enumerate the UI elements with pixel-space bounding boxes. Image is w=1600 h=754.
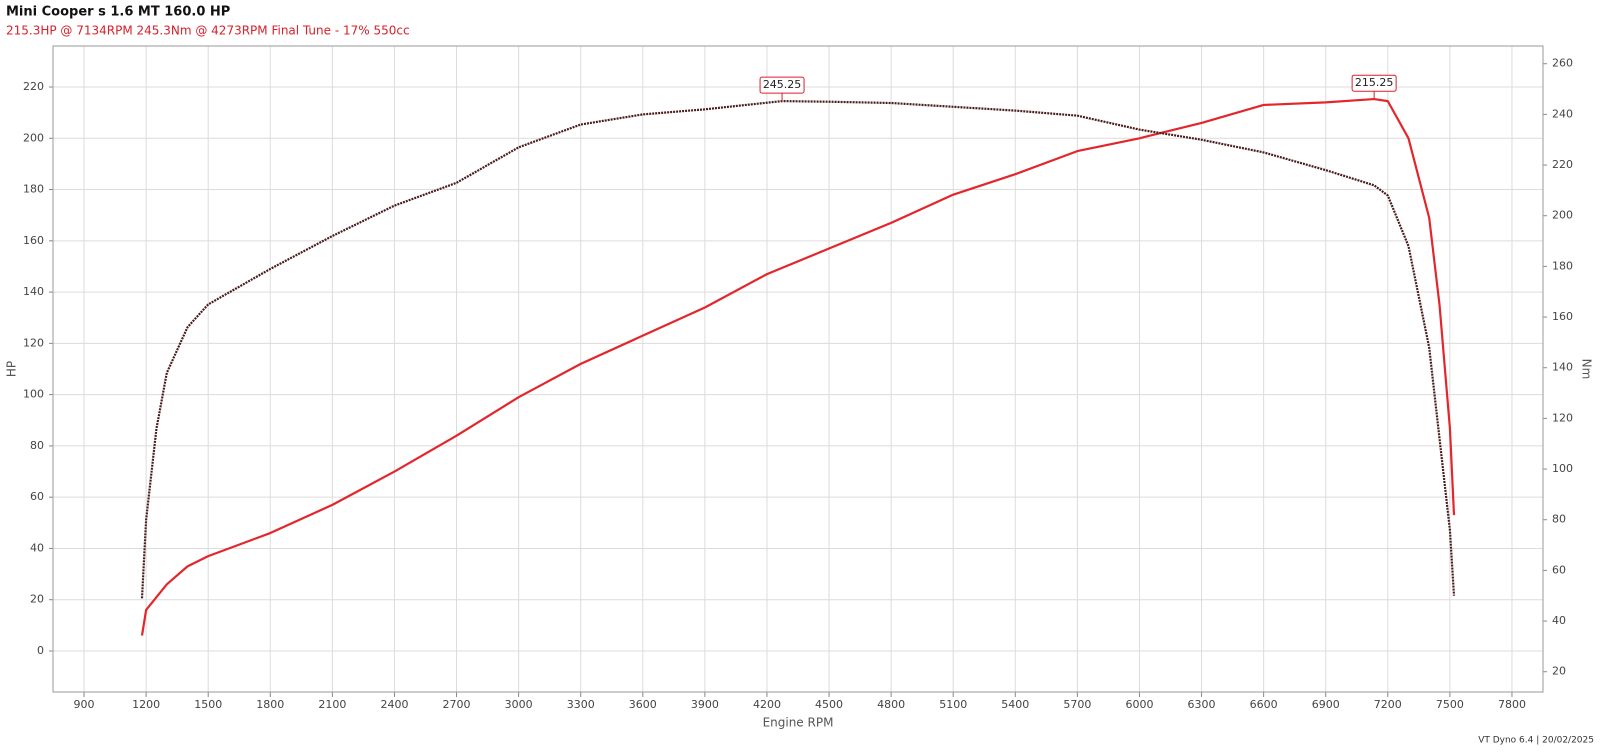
y-tick-label: 80 <box>30 439 44 452</box>
y2-axis-label: Nm <box>1580 359 1594 380</box>
annotation-label: 215.25 <box>1355 76 1394 89</box>
x-tick-label: 6300 <box>1188 698 1216 711</box>
x-tick-label: 6000 <box>1125 698 1153 711</box>
x-tick-label: 900 <box>74 698 95 711</box>
x-tick-label: 7500 <box>1436 698 1464 711</box>
x-axis-label: Engine RPM <box>763 716 834 730</box>
y-tick-label: 160 <box>23 234 44 247</box>
y-tick-label: 20 <box>30 593 44 606</box>
y2-tick-label: 180 <box>1552 259 1573 272</box>
x-tick-label: 3000 <box>505 698 533 711</box>
x-tick-label: 5100 <box>939 698 967 711</box>
y2-tick-label: 120 <box>1552 411 1573 424</box>
y2-tick-label: 200 <box>1552 209 1573 222</box>
y2-tick-label: 160 <box>1552 310 1573 323</box>
y-tick-label: 180 <box>23 183 44 196</box>
y-tick-label: 220 <box>23 80 44 93</box>
y2-tick-label: 260 <box>1552 57 1573 70</box>
y-tick-label: 200 <box>23 131 44 144</box>
chart-title: Mini Cooper s 1.6 MT 160.0 HP <box>6 5 230 20</box>
x-tick-label: 6900 <box>1312 698 1340 711</box>
x-tick-label: 1500 <box>194 698 222 711</box>
x-tick-label: 2400 <box>380 698 408 711</box>
x-tick-label: 6600 <box>1250 698 1278 711</box>
plot-frame <box>52 45 1544 693</box>
x-tick-label: 7200 <box>1374 698 1402 711</box>
x-tick-label: 1800 <box>256 698 284 711</box>
y2-tick-label: 220 <box>1552 158 1573 171</box>
annotation-box <box>759 76 805 94</box>
y2-tick-label: 40 <box>1552 614 1566 627</box>
y-tick-label: 140 <box>23 285 44 298</box>
y-tick-label: 0 <box>37 644 44 657</box>
x-tick-label: 7800 <box>1498 698 1526 711</box>
annotation-box <box>1351 74 1397 92</box>
y2-tick-label: 80 <box>1552 513 1566 526</box>
x-tick-label: 1200 <box>132 698 160 711</box>
x-tick-label: 3600 <box>629 698 657 711</box>
footer: VT Dyno 6.4 | 20/02/2025 <box>1478 736 1594 746</box>
x-tick-label: 2100 <box>318 698 346 711</box>
x-tick-label: 3900 <box>691 698 719 711</box>
x-tick-label: 4500 <box>815 698 843 711</box>
series-line <box>140 100 1456 599</box>
y-tick-label: 120 <box>23 336 44 349</box>
x-tick-label: 4800 <box>877 698 905 711</box>
x-tick-label: 4200 <box>753 698 781 711</box>
annotation-label: 245.25 <box>763 78 802 91</box>
y-tick-label: 40 <box>30 541 44 554</box>
y-tick-label: 60 <box>30 490 44 503</box>
x-tick-label: 3300 <box>567 698 595 711</box>
x-tick-label: 2700 <box>443 698 471 711</box>
y2-tick-label: 100 <box>1552 462 1573 475</box>
y2-tick-label: 240 <box>1552 107 1573 120</box>
y2-tick-label: 20 <box>1552 665 1566 678</box>
y2-tick-label: 60 <box>1552 563 1566 576</box>
y-axis-label: HP <box>5 361 19 377</box>
series-line <box>140 97 1456 636</box>
y-tick-label: 100 <box>23 388 44 401</box>
y2-tick-label: 140 <box>1552 361 1573 374</box>
x-tick-label: 5400 <box>1001 698 1029 711</box>
x-tick-label: 5700 <box>1063 698 1091 711</box>
chart-subtitle: 215.3HP @ 7134RPM 245.3Nm @ 4273RPM Fina… <box>6 24 410 38</box>
